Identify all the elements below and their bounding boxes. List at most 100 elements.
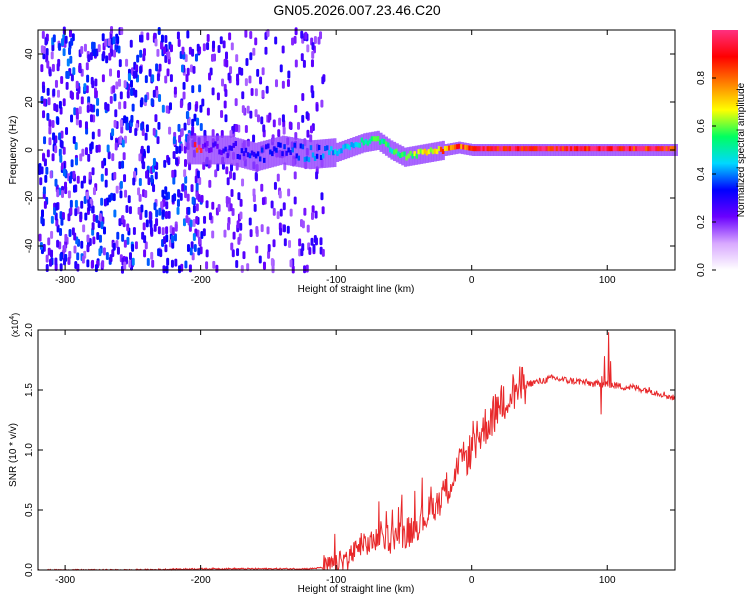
spectrogram-noise-cell bbox=[176, 198, 180, 207]
spectrogram-noise-cell bbox=[226, 177, 230, 186]
spectrogram-noise-cell bbox=[304, 31, 308, 40]
spectrogram-noise-cell bbox=[83, 43, 87, 52]
spectrogram-ridge-layer bbox=[187, 130, 678, 172]
spectrogram-ridge-cell bbox=[517, 146, 520, 152]
spectrogram-noise-cell bbox=[40, 209, 44, 218]
spectrogram-ridge-cell bbox=[470, 145, 473, 151]
spectrogram-ridge-cell bbox=[606, 146, 610, 152]
spectrogram-noise-cell bbox=[95, 144, 99, 153]
spectrogram-noise-cell bbox=[192, 219, 196, 228]
colorbar: 0.0 0.2 0.4 0.6 0.8 Normalized spectral ampl… bbox=[696, 30, 747, 277]
spectrogram-noise-cell bbox=[182, 218, 186, 227]
spectrogram-ridge-cell bbox=[600, 146, 603, 152]
spectrogram-noise-cell bbox=[175, 157, 179, 166]
spectrogram-ridge-cell bbox=[458, 143, 461, 149]
spectrogram-noise-cell bbox=[286, 78, 290, 87]
spectrogram-noise-cell bbox=[174, 223, 178, 232]
spectrogram-noise-cell bbox=[179, 192, 183, 201]
spectrogram-noise-cell bbox=[68, 46, 72, 55]
spectrogram-noise-cell bbox=[267, 114, 271, 123]
spectrogram-ridge-cell bbox=[242, 151, 246, 157]
spectrogram-noise-cell bbox=[254, 37, 258, 46]
spectrogram-noise-cell bbox=[206, 42, 210, 51]
spectrogram-ridge-cell bbox=[659, 146, 662, 152]
spectrogram-noise-cell bbox=[186, 30, 190, 39]
spectrogram-noise-cell bbox=[314, 210, 318, 219]
spectrogram-ridge-cell bbox=[415, 153, 418, 159]
spectrogram-noise-cell bbox=[98, 248, 102, 257]
spectrogram-ridge-halo bbox=[211, 135, 215, 165]
spectrogram-noise-cell bbox=[241, 91, 245, 100]
spectrogram-noise-cell bbox=[219, 36, 223, 45]
spectrogram-noise-cell bbox=[196, 117, 200, 126]
spectrogram-noise-cell bbox=[81, 148, 85, 157]
spectrogram-noise-cell bbox=[112, 242, 116, 251]
spectrogram-ridge-halo bbox=[341, 140, 345, 161]
spectrogram-noise-cell bbox=[206, 34, 210, 43]
spectrogram-noise-cell bbox=[195, 182, 199, 191]
spectrogram-noise-cell bbox=[80, 46, 84, 55]
spectrogram-ridge-cell bbox=[614, 146, 618, 152]
spectrogram-noise-cell bbox=[58, 132, 62, 141]
spectrogram-noise-cell bbox=[151, 259, 155, 268]
spectrogram-noise-cell bbox=[75, 117, 79, 126]
spectrogram-ridge-cell bbox=[616, 146, 620, 152]
spectrogram-noise-cell bbox=[118, 59, 122, 68]
spectrogram-noise-cell bbox=[183, 122, 187, 131]
spectrogram-noise-cell bbox=[189, 247, 193, 256]
spectrogram-ridge-cell bbox=[632, 146, 636, 152]
spectrogram-noise-cell bbox=[84, 212, 88, 221]
spectrogram-ridge-cell bbox=[569, 146, 573, 152]
spectrogram-noise-cell bbox=[48, 137, 52, 146]
x-tick-label: -100 bbox=[326, 575, 346, 586]
spectrogram-noise-cell bbox=[118, 218, 122, 227]
y-tick-label: 40 bbox=[24, 48, 35, 60]
spectrogram-noise-cell bbox=[164, 186, 168, 195]
spectrogram-ridge-cell bbox=[468, 145, 471, 151]
spectrogram-noise-cell bbox=[260, 224, 264, 233]
spectrogram-noise-cell bbox=[244, 29, 248, 38]
spectrogram-noise-cell bbox=[119, 190, 123, 199]
y-tick-label: 0 bbox=[24, 147, 35, 153]
spectrogram-noise-cell bbox=[91, 222, 95, 231]
spectrogram-noise-cell bbox=[75, 80, 79, 89]
spectrogram-ridge-cell bbox=[450, 145, 453, 151]
spectrogram-noise-cell bbox=[229, 170, 233, 179]
spectrogram-ridge-cell bbox=[195, 147, 199, 153]
y-tick-label: 2.0 bbox=[24, 323, 35, 337]
spectrogram-noise-cell bbox=[310, 85, 314, 94]
spectrogram-noise-cell bbox=[126, 122, 130, 131]
spectrogram-noise-cell bbox=[158, 207, 162, 216]
spectrogram-noise-cell bbox=[119, 135, 123, 144]
spectrogram-noise-cell bbox=[173, 86, 177, 95]
spectrogram-noise-cell bbox=[120, 125, 124, 134]
spectrogram-noise-cell bbox=[180, 128, 184, 137]
spectrogram-x-axis: -300 -200 -100 0 100 bbox=[55, 30, 616, 286]
spectrogram-noise-cell bbox=[241, 178, 245, 187]
spectrogram-ridge-cell bbox=[403, 151, 406, 157]
spectrogram-noise-cell bbox=[306, 129, 310, 138]
spectrogram-noise-cell bbox=[64, 35, 68, 44]
spectrogram-ridge-cell bbox=[439, 146, 443, 152]
spectrogram-noise-cell bbox=[185, 73, 189, 82]
spectrogram-noise-cell bbox=[59, 228, 63, 237]
snr-multiplier-exp: 4 bbox=[9, 316, 16, 320]
spectrogram-ridge-cell bbox=[378, 139, 382, 145]
spectrogram-noise-cell bbox=[65, 126, 69, 135]
spectrogram-ridge-cell bbox=[576, 146, 579, 152]
spectrogram-ridge-cell bbox=[500, 146, 504, 152]
spectrogram-ridge-cell bbox=[323, 145, 327, 151]
spectrogram-noise-cell bbox=[202, 43, 206, 52]
spectrogram-noise-cell bbox=[58, 148, 62, 157]
spectrogram-noise-cell bbox=[104, 102, 108, 111]
spectrogram-ridge-cell bbox=[226, 153, 229, 159]
spectrogram-noise-cell bbox=[172, 150, 176, 159]
spectrogram-noise-cell bbox=[157, 121, 161, 130]
spectrogram-noise-cell bbox=[311, 212, 315, 221]
spectrogram-noise-cell bbox=[46, 112, 50, 121]
spectrogram-noise-cell bbox=[42, 186, 46, 195]
spectrogram-noise-cell bbox=[301, 114, 305, 123]
spectrogram-noise-cell bbox=[164, 54, 168, 63]
spectrogram-ridge-cell bbox=[295, 153, 299, 159]
spectrogram-noise-cell bbox=[308, 247, 312, 256]
